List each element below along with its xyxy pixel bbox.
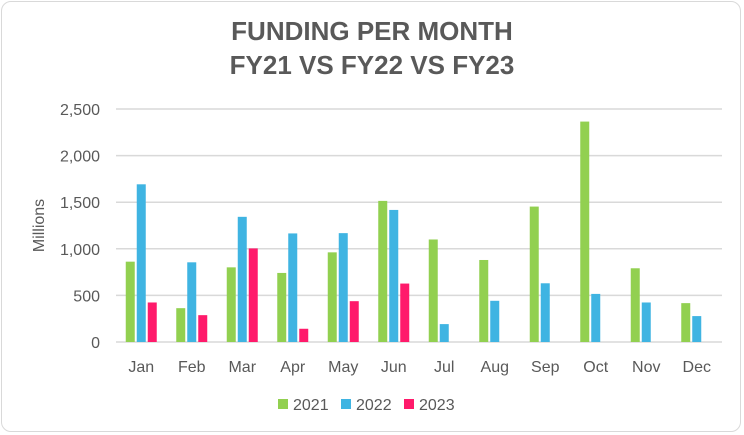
y-tick-label: 500 — [73, 288, 100, 305]
legend-swatch-2021 — [278, 399, 288, 409]
x-tick-label: Feb — [178, 359, 206, 376]
legend-swatch-2023 — [404, 399, 414, 409]
bar-2022-Jul — [439, 324, 449, 342]
x-tick-label: Nov — [632, 359, 660, 376]
bar-2021-Nov — [630, 268, 640, 342]
bar-2021-Sep — [529, 206, 539, 342]
bar-2022-Apr — [288, 233, 298, 342]
bar-2022-Feb — [187, 262, 197, 342]
bar-2022-Jun — [389, 209, 399, 342]
bar-2023-Apr — [299, 328, 309, 342]
chart-title-line2: FY21 VS FY22 VS FY23 — [229, 50, 515, 80]
chart-title-line1: FUNDING PER MONTH — [231, 16, 513, 46]
y-tick-label: 2,500 — [60, 102, 100, 119]
y-tick-label: 1,500 — [60, 195, 100, 212]
y-tick-label: 1,000 — [60, 242, 100, 259]
x-tick-label: Aug — [481, 359, 509, 376]
bar-2023-Mar — [248, 248, 258, 342]
bar-2023-May — [349, 301, 359, 342]
bar-2022-Nov — [641, 302, 651, 342]
legend-label-2023: 2023 — [419, 397, 455, 414]
x-tick-label: Jul — [434, 359, 454, 376]
bar-2022-Jan — [136, 184, 146, 342]
bar-2022-May — [338, 233, 348, 342]
x-tick-label: Sep — [531, 359, 560, 376]
bar-2021-Oct — [580, 121, 590, 342]
x-tick-label: Jan — [128, 359, 154, 376]
y-axis-label: Millions — [31, 199, 48, 252]
legend-label-2022: 2022 — [356, 397, 392, 414]
x-tick-label: Oct — [583, 359, 608, 376]
bar-2022-Sep — [540, 283, 550, 342]
y-tick-label: 2,000 — [60, 149, 100, 166]
x-tick-label: Jun — [381, 359, 407, 376]
bar-2021-Jun — [378, 200, 388, 342]
x-tick-label: Dec — [683, 359, 711, 376]
bar-2022-Aug — [490, 300, 500, 342]
legend-label-2021: 2021 — [293, 397, 329, 414]
x-tick-label: Mar — [228, 359, 256, 376]
bar-2021-Apr — [277, 272, 287, 342]
x-tick-label: Apr — [280, 359, 306, 376]
bar-2021-Aug — [479, 259, 489, 342]
bar-2023-Feb — [198, 315, 208, 342]
bar-2021-Feb — [176, 308, 186, 342]
y-tick-label: 0 — [91, 335, 100, 352]
bar-2021-Jul — [428, 239, 438, 342]
x-tick-label: May — [328, 359, 358, 376]
legend-swatch-2022 — [341, 399, 351, 409]
bar-2023-Jan — [147, 302, 157, 342]
bar-2021-May — [327, 252, 337, 342]
bar-2023-Jun — [400, 283, 410, 342]
bar-2021-Mar — [226, 267, 236, 342]
bar-2021-Jan — [125, 261, 135, 342]
bar-2022-Dec — [692, 316, 702, 342]
bar-2021-Dec — [681, 303, 691, 342]
bar-2022-Oct — [591, 293, 601, 342]
bar-2022-Mar — [237, 216, 247, 342]
